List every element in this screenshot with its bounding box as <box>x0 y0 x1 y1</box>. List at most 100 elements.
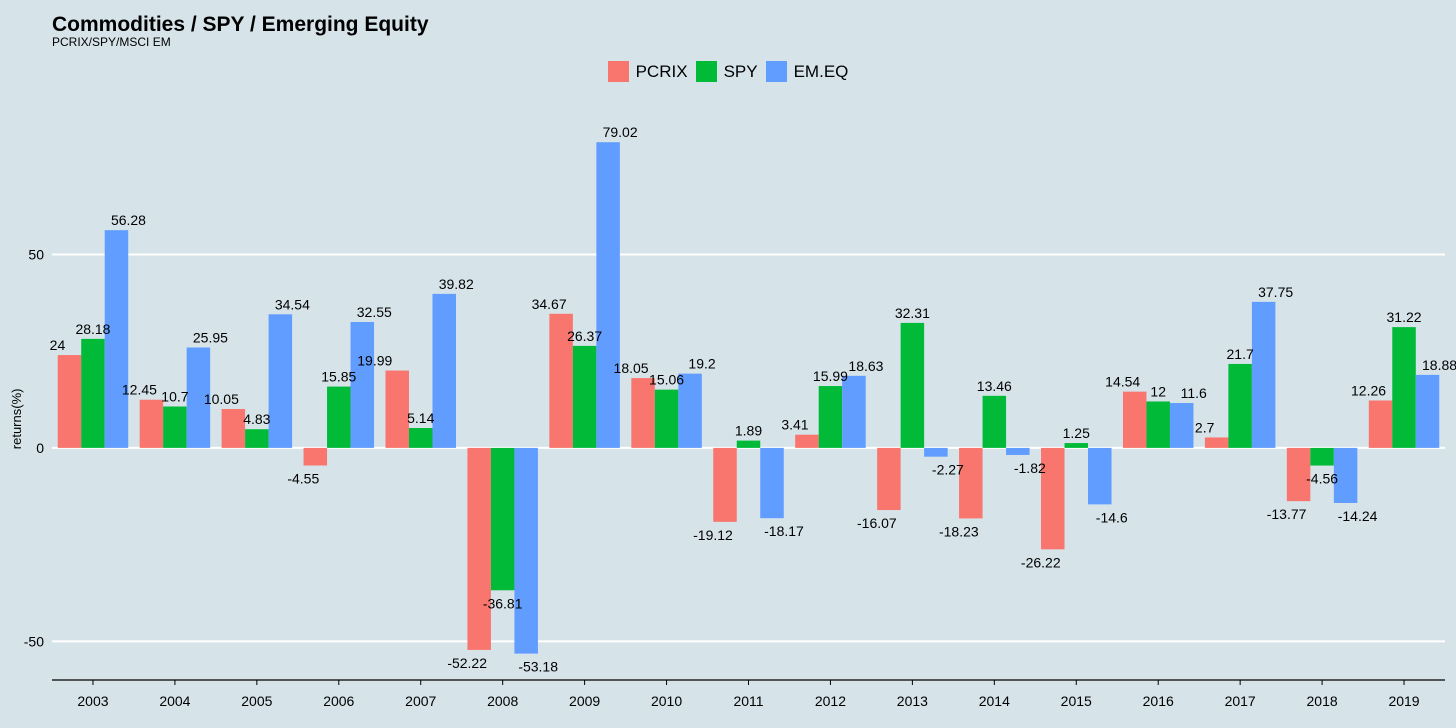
bar-spy-2005 <box>245 429 269 448</box>
x-tick-label: 2010 <box>651 693 682 709</box>
x-tick-label: 2007 <box>405 693 436 709</box>
data-label: 25.95 <box>193 330 228 346</box>
data-label: 11.6 <box>1181 385 1207 401</box>
bar-spy-2011 <box>736 440 761 448</box>
x-tick-label: 2009 <box>569 693 600 709</box>
data-label: 12.26 <box>1351 382 1386 398</box>
x-tick-label: 2008 <box>487 693 518 709</box>
legend-key-emeq <box>765 61 787 82</box>
data-label: 26.37 <box>567 328 602 344</box>
data-label: 3.41 <box>781 417 808 433</box>
bar-pcrix-2015 <box>1041 447 1065 550</box>
data-label-extra: 19.99 <box>357 353 392 369</box>
bar-spy-2006 <box>327 386 351 448</box>
legend-item-emeq: EM.EQ <box>765 61 849 82</box>
x-tick-label: 2011 <box>733 693 763 709</box>
legend-label-emeq: EM.EQ <box>793 61 849 81</box>
bar-emeq-2016 <box>1169 403 1194 448</box>
data-label: 12.45 <box>122 382 157 398</box>
data-label: 10.05 <box>204 391 239 407</box>
legend-label-spy: SPY <box>723 61 758 81</box>
x-tick-label: 2016 <box>1143 693 1174 709</box>
bar-spy-2018 <box>1310 447 1334 466</box>
bar-spy-2007 <box>408 428 433 448</box>
data-label: 34.54 <box>275 296 310 312</box>
data-label: 4.83 <box>243 411 270 427</box>
data-label: 12 <box>1150 383 1166 399</box>
data-label: -52.22 <box>447 655 487 671</box>
data-label: 79.02 <box>603 124 638 140</box>
data-label: -1.82 <box>1014 460 1046 476</box>
bar-emeq-2017 <box>1251 301 1276 448</box>
chart-subtitle: PCRIX/SPY/MSCI EM <box>52 35 171 49</box>
data-label: 39.82 <box>439 276 474 292</box>
bar-pcrix-2005 <box>221 409 246 448</box>
data-label: 18.88 <box>1422 357 1456 373</box>
data-label: 56.28 <box>111 212 146 228</box>
bar-pcrix-2009 <box>549 313 573 448</box>
bar-spy-2013 <box>900 322 925 448</box>
bar-pcrix-2016 <box>1122 391 1147 448</box>
legend-item-spy: SPY <box>695 61 758 82</box>
bar-spy-2012 <box>818 386 843 448</box>
bar-pcrix-2014 <box>959 447 983 519</box>
data-label: 32.55 <box>357 304 392 320</box>
legend-key-pcrix <box>607 61 629 82</box>
x-tick-label: 2013 <box>897 693 928 709</box>
data-label: -19.12 <box>693 527 733 543</box>
data-label: -53.18 <box>518 659 558 675</box>
data-label: 18.63 <box>848 358 883 374</box>
legend-key-spy <box>695 61 717 82</box>
bar-emeq-2018 <box>1333 447 1358 503</box>
data-label: 2.7 <box>1195 419 1215 435</box>
bar-emeq-2006 <box>350 321 375 448</box>
data-label: 15.85 <box>321 369 356 385</box>
data-label: -26.22 <box>1021 554 1061 570</box>
data-label: 15.99 <box>813 368 848 384</box>
bar-emeq-2007 <box>432 293 456 448</box>
bar-pcrix-2018 <box>1286 447 1311 502</box>
bar-spy-2008 <box>490 447 515 591</box>
bar-pcrix-2003 <box>57 355 82 448</box>
bar-spy-2019 <box>1392 327 1416 448</box>
data-label: 37.75 <box>1258 284 1293 300</box>
data-label: -4.56 <box>1306 471 1338 487</box>
data-label: 31.22 <box>1387 309 1422 325</box>
y-axis-title: returns(%) <box>9 389 24 450</box>
x-tick-label: 2017 <box>1225 693 1256 709</box>
x-tick-label: 2003 <box>77 693 108 709</box>
bar-pcrix-2017 <box>1204 437 1229 448</box>
data-label: 18.05 <box>614 360 649 376</box>
bar-pcrix-2004 <box>139 399 164 448</box>
data-label: 24 <box>50 337 66 353</box>
legend-item-pcrix: PCRIX <box>607 61 688 82</box>
data-label: 19.2 <box>688 356 715 372</box>
bar-emeq-2015 <box>1088 447 1112 505</box>
legend: PCRIX SPY EM.EQ <box>0 61 1456 82</box>
data-label: -4.55 <box>287 470 319 486</box>
data-label: -18.17 <box>764 523 804 539</box>
bar-spy-2016 <box>1146 401 1170 448</box>
bar-spy-2009 <box>572 345 597 448</box>
bar-emeq-2011 <box>760 447 784 519</box>
data-label: -36.81 <box>483 595 523 611</box>
data-label: 21.7 <box>1227 346 1254 362</box>
x-tick-label: 2019 <box>1388 693 1419 709</box>
data-label: 34.67 <box>532 296 567 312</box>
x-tick-label: 2014 <box>979 693 1010 709</box>
bar-spy-2015 <box>1064 443 1089 448</box>
y-tick-label: 0 <box>36 440 44 456</box>
x-tick-label: 2012 <box>815 693 846 709</box>
x-tick-label: 2018 <box>1307 693 1338 709</box>
bar-emeq-2004 <box>186 347 211 448</box>
y-tick-label: -50 <box>24 633 44 649</box>
x-tick-label: 2004 <box>159 693 190 709</box>
bar-emeq-2008 <box>514 447 538 654</box>
x-tick-label: 2005 <box>241 693 272 709</box>
data-label: 32.31 <box>895 305 930 321</box>
x-tick-label: 2015 <box>1061 693 1092 709</box>
bar-pcrix-2011 <box>713 447 737 522</box>
bar-pcrix-2006 <box>303 447 328 466</box>
data-label: 14.54 <box>1105 374 1140 390</box>
